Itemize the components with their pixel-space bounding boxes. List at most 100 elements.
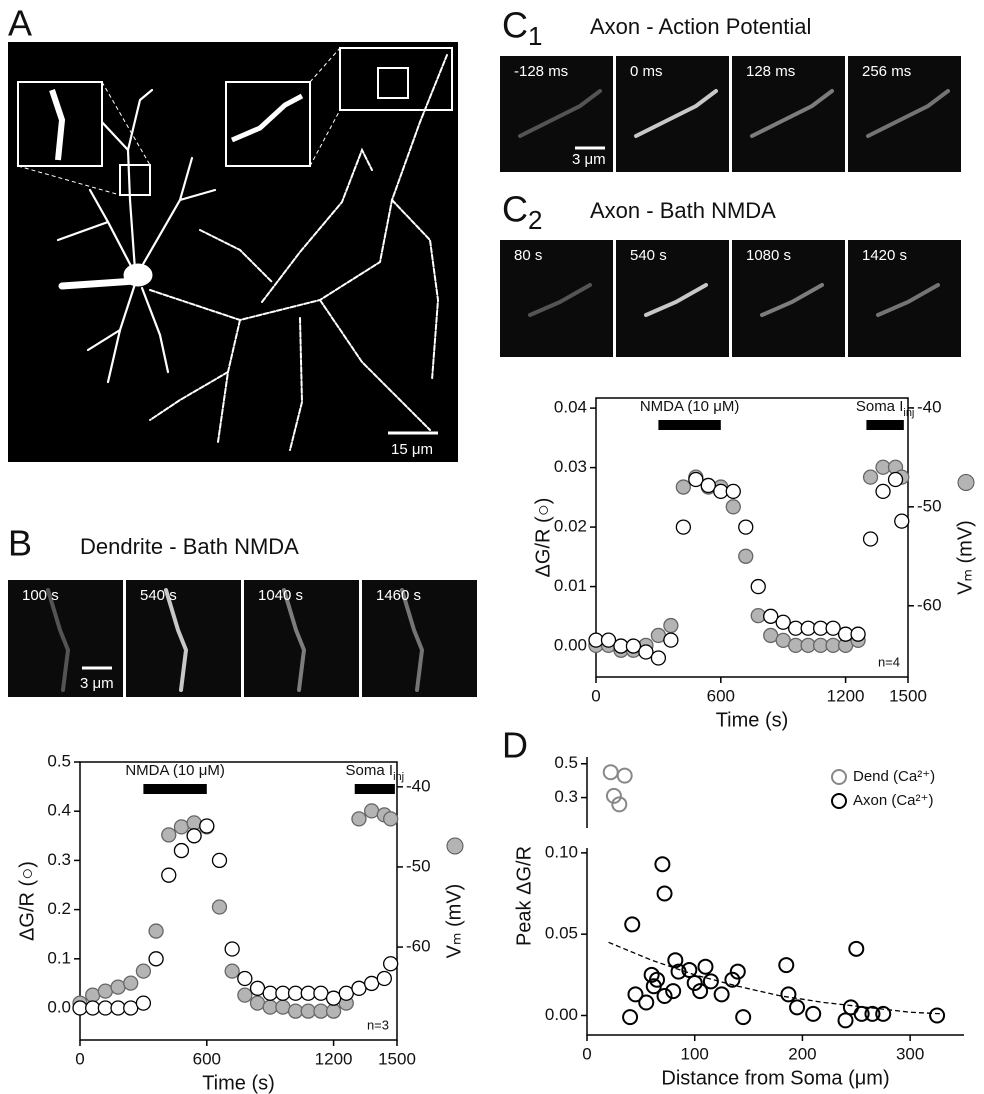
scale-bar-label: 15 μm — [391, 441, 433, 458]
inset-axon — [231, 93, 304, 143]
y-tick-label: 0.3 — [554, 787, 578, 806]
micrograph — [500, 240, 613, 357]
frame-label: 128 ms — [746, 63, 795, 80]
data-point — [325, 1003, 342, 1019]
stimulus-label: Soma Iinj — [856, 398, 915, 419]
data-point — [656, 987, 673, 1004]
y-tick-label: 0.5 — [47, 751, 71, 770]
micrograph — [500, 56, 613, 172]
data-point — [123, 1000, 139, 1016]
y-tick-label: 0.1 — [47, 948, 71, 967]
data-point — [383, 956, 399, 972]
y-tick-label: 0.4 — [47, 801, 71, 820]
plot-frame — [79, 761, 398, 1041]
data-point — [675, 479, 692, 495]
data-point — [72, 1000, 88, 1016]
data-point — [186, 815, 202, 831]
soma-hillock — [58, 277, 139, 290]
structure — [750, 89, 834, 138]
inset-box — [119, 164, 151, 196]
data-point — [643, 966, 660, 983]
data-point — [837, 1012, 854, 1029]
x-tick-label: 0 — [75, 1049, 84, 1068]
axon — [199, 229, 273, 283]
data-point — [850, 626, 866, 642]
y-axis-label: ΔG/R (○) — [16, 861, 38, 941]
x-axis-label: Time (s) — [716, 709, 789, 731]
inset-connector — [309, 47, 341, 167]
data-point — [173, 842, 190, 859]
panel-subscript: 1 — [528, 21, 542, 51]
data-point — [625, 638, 642, 654]
data-point — [638, 994, 655, 1011]
data-point — [249, 995, 266, 1011]
data-point — [351, 811, 367, 827]
data-point — [663, 617, 679, 634]
data-point — [929, 1007, 946, 1024]
stimulus-label-text: NMDA (10 μM) — [640, 398, 740, 415]
stimulus-label-sub: inj — [393, 771, 404, 783]
data-point — [275, 985, 291, 1001]
data-point — [887, 471, 904, 488]
data-point — [211, 899, 228, 915]
data-point — [148, 951, 164, 967]
data-point — [275, 999, 291, 1015]
data-point — [805, 1005, 822, 1022]
data-point — [750, 578, 766, 595]
micrograph — [848, 56, 961, 172]
y2-axis-label: Vₘ (mV) — [443, 884, 465, 959]
data-point — [135, 995, 152, 1011]
data-point — [186, 828, 202, 844]
legend-symbol — [831, 793, 847, 809]
dendrite — [56, 188, 134, 270]
panel-letter: C — [502, 5, 528, 46]
x-tick-label: 300 — [896, 1044, 924, 1063]
data-point — [313, 1003, 329, 1019]
structure — [400, 588, 425, 692]
data-point — [894, 513, 910, 529]
structure — [518, 89, 602, 138]
data-point — [363, 975, 380, 992]
data-point — [738, 519, 754, 535]
data-point — [383, 811, 399, 827]
y2-tick-label: -50 — [406, 856, 431, 875]
data-point — [148, 923, 164, 939]
data-point — [224, 941, 240, 957]
annotation: n=3 — [367, 1017, 389, 1032]
micrograph — [848, 240, 961, 357]
structure — [876, 283, 940, 317]
y-axis-label: ΔG/R (○) — [532, 498, 554, 578]
data-point — [161, 827, 177, 843]
data-point — [622, 1009, 639, 1026]
stimulus-label: NMDA (10 μM) — [125, 762, 225, 779]
data-point — [211, 852, 228, 869]
x-tick-label: 1500 — [889, 686, 927, 705]
axon — [391, 199, 440, 381]
y-tick-label: 0.02 — [554, 517, 587, 536]
y-tick-label: 0.00 — [545, 1005, 578, 1024]
data-point — [611, 796, 628, 813]
data-point — [670, 963, 687, 980]
x-tick-label: 600 — [193, 1049, 221, 1068]
data-point — [656, 885, 673, 902]
x-tick-label: 0 — [591, 686, 600, 705]
data-point — [287, 985, 304, 1001]
panel-letter: A — [8, 3, 32, 44]
frame-label: 0 ms — [630, 63, 663, 80]
legend-label: Axon (Ca²⁺) — [853, 792, 933, 809]
frame-label: 256 ms — [862, 63, 911, 80]
frame-label: -128 ms — [514, 63, 568, 80]
data-point — [654, 856, 671, 873]
data-point — [85, 1000, 101, 1016]
data-point — [97, 1000, 114, 1016]
data-point — [351, 980, 367, 996]
legend-label: Dend (Ca²⁺) — [853, 768, 935, 785]
structure — [46, 588, 71, 692]
data-point — [702, 973, 719, 990]
data-point — [338, 985, 354, 1001]
data-point — [627, 986, 644, 1003]
stimulus-label: Soma Iinj — [346, 762, 405, 783]
data-point — [173, 819, 190, 835]
data-point — [110, 979, 126, 995]
